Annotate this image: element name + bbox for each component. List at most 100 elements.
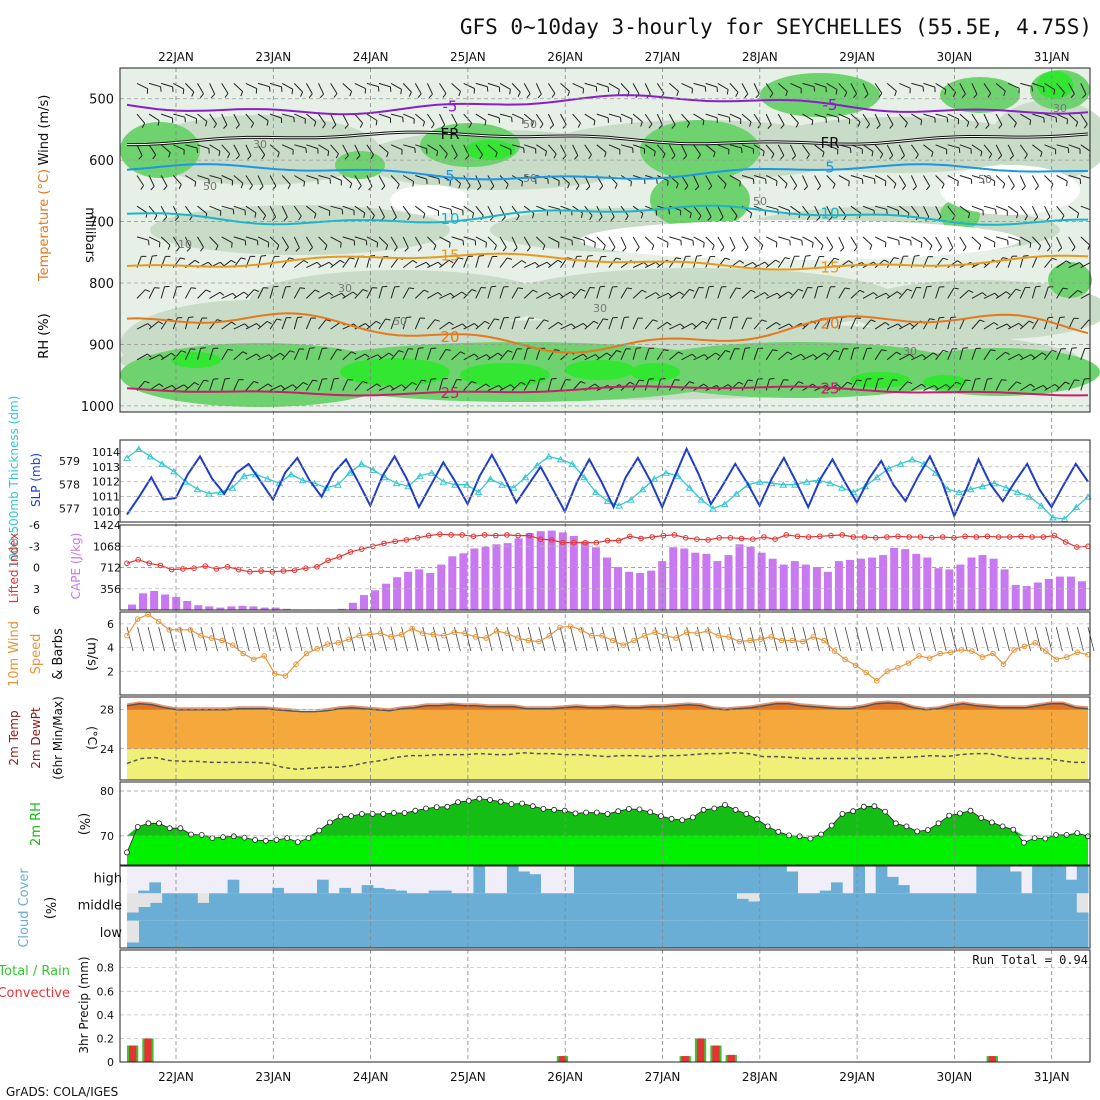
x-tick-label-top: 30JAN: [937, 50, 973, 64]
lifted-index-marker: [224, 564, 231, 570]
wind-barb-feather: [600, 285, 606, 288]
wind-barb: [765, 113, 772, 126]
wind-barb: [330, 175, 342, 181]
wind-barb-feather: [534, 262, 540, 267]
rh2m-marker: [924, 827, 931, 833]
wind-barb-feather: [501, 216, 506, 222]
wind-barb-feather: [675, 257, 682, 260]
cloud-high-bar: [752, 866, 765, 894]
lifted-index-marker: [627, 533, 633, 540]
wind-barb: [584, 287, 591, 299]
wind-barb-feather: [453, 124, 458, 129]
x-tick-label-bottom: 26JAN: [547, 1070, 583, 1084]
lifted-index-marker: [448, 532, 454, 538]
y-tick-label-rh: 70: [100, 830, 114, 843]
cape-bar: [702, 553, 711, 610]
lifted-index-marker: [269, 569, 276, 575]
wind-barb: [899, 205, 910, 214]
wind10m-barb: [274, 626, 282, 652]
wind-barb-feather: [539, 123, 544, 129]
wind-barb: [911, 205, 920, 217]
wind-barb: [185, 83, 195, 93]
precip-convective-bar: [681, 1056, 689, 1062]
cloud-low-bar: [811, 920, 825, 948]
wind-barb: [475, 236, 487, 243]
rh2m-marker: [754, 816, 760, 823]
cloud-low-bar: [751, 920, 765, 948]
wind-barb-feather: [1096, 379, 1100, 380]
wind-barb-feather: [484, 120, 487, 126]
wind-barb: [257, 354, 270, 361]
wind-barb: [850, 205, 861, 214]
wind-barb: [826, 144, 838, 150]
cloud-high-bar: [719, 866, 731, 894]
wind-barb: [281, 350, 291, 361]
wind-barb: [898, 175, 907, 186]
wind-barb: [935, 317, 940, 330]
wind-barb-feather: [240, 91, 244, 97]
wind-barb: [148, 287, 155, 299]
wind-barb-feather: [843, 215, 847, 221]
wind-barb: [415, 175, 427, 180]
cloud-low-bar: [187, 920, 200, 948]
wind-barb-feather: [553, 153, 557, 159]
wind-barb-feather: [293, 117, 295, 123]
wind-barb: [523, 289, 534, 299]
cloud-high-bar: [1009, 871, 1022, 894]
y-tick-label-rh: 80: [100, 785, 114, 798]
thickness-marker: [662, 469, 670, 476]
cloud-low-bar: [823, 920, 837, 948]
cloud-low-bar: [451, 920, 464, 948]
rh2m-marker: [241, 834, 248, 841]
cape-bar: [348, 602, 357, 610]
wind-barb: [1019, 287, 1026, 299]
slp-line: [126, 446, 1089, 519]
cloud-high-bar: [384, 889, 396, 894]
wind10m-barb: [221, 626, 229, 652]
wind-barb: [535, 236, 546, 246]
rh2m-marker: [497, 798, 504, 805]
wind-barb: [729, 144, 742, 149]
wind-barb-feather: [626, 287, 632, 290]
thickness-marker: [146, 452, 155, 460]
wind10m-barb: [982, 626, 989, 652]
x-tick-label-bottom: 31JAN: [1034, 1070, 1070, 1084]
wind-barb: [632, 205, 644, 214]
wind-barb-feather: [262, 215, 267, 221]
wind-barb: [1031, 175, 1039, 187]
cloud-middle-bar: [701, 893, 714, 921]
wind-barb: [620, 83, 630, 93]
wind-barb: [596, 352, 607, 361]
rh-band-saturated: [465, 140, 515, 160]
y-axis-label-lifted-index: Lifted Index: [7, 533, 21, 604]
wind-barb: [911, 82, 924, 87]
cloud-high-bar: [618, 866, 631, 894]
wind10m-marker: [736, 638, 743, 645]
wind-barb: [318, 348, 323, 360]
wind10m-barb: [686, 626, 694, 652]
wind-barb-feather: [1061, 92, 1065, 98]
wind-barb-feather: [666, 321, 672, 326]
wind-barb: [923, 113, 936, 119]
thickness-marker: [298, 476, 307, 484]
thickness-marker: [334, 481, 342, 488]
wind-barb: [185, 382, 195, 391]
wind-barb-feather: [486, 86, 489, 92]
thickness-marker: [591, 488, 600, 496]
wind-barb-feather: [1023, 255, 1029, 257]
y-tick-label-wind: 6: [107, 618, 114, 631]
wind-barb-feather: [1002, 257, 1008, 260]
temperature-area: [127, 702, 1088, 749]
wind10m-marker: [874, 678, 880, 684]
lifted-index-marker: [560, 539, 566, 546]
wind-barb: [245, 144, 252, 156]
wind-barb: [487, 384, 500, 391]
rh-band-saturated: [565, 360, 635, 380]
wind-barb-feather: [667, 242, 669, 248]
y-tick-label-temp: 24: [100, 743, 114, 756]
wind-barb: [995, 113, 1003, 125]
wind-barb-feather: [303, 259, 309, 264]
wind-barb: [415, 261, 427, 269]
wind-barb: [524, 144, 536, 150]
dewpoint-band: [127, 748, 1088, 780]
